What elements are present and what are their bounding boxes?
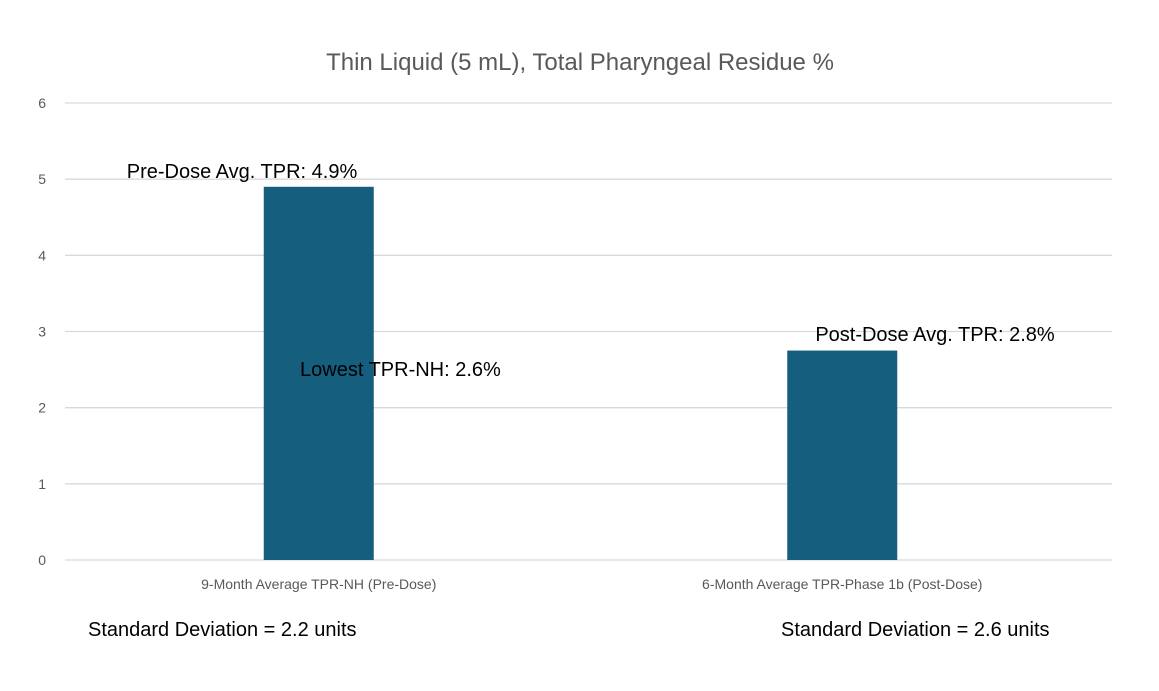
y-tick-label-0: 0 — [38, 552, 46, 568]
annotation-lowest-tpr-nh: Lowest TPR-NH: 2.6% — [300, 359, 501, 381]
bar-1 — [787, 350, 898, 560]
gridlines — [65, 102, 1112, 561]
footnote-std-dev-post: Standard Deviation = 2.6 units — [781, 619, 1050, 641]
bars — [263, 186, 898, 561]
x-axis-tick-labels: 9-Month Average TPR-NH (Pre-Dose) 6-Month… — [201, 576, 982, 592]
y-tick-label-4: 4 — [38, 247, 46, 263]
y-tick-label-1: 1 — [38, 476, 46, 492]
y-tick-label-3: 3 — [38, 324, 46, 340]
x-tick-label-1: 6-Month Average TPR-Phase 1b (Post-Dose) — [702, 576, 982, 592]
y-tick-label-5: 5 — [38, 171, 46, 187]
chart-title: Thin Liquid (5 mL), Total Pharyngeal Res… — [326, 49, 834, 76]
bar-0 — [263, 186, 374, 561]
y-tick-label-6: 6 — [38, 95, 46, 111]
footnote-std-dev-pre: Standard Deviation = 2.2 units — [88, 619, 357, 641]
y-axis-tick-labels: 0 1 2 3 4 5 6 — [38, 95, 46, 568]
annotation-pre-dose-avg: Pre-Dose Avg. TPR: 4.9% — [127, 161, 358, 183]
x-tick-label-0: 9-Month Average TPR-NH (Pre-Dose) — [201, 576, 436, 592]
y-tick-label-2: 2 — [38, 400, 46, 416]
annotation-post-dose-avg: Post-Dose Avg. TPR: 2.8% — [815, 324, 1055, 346]
